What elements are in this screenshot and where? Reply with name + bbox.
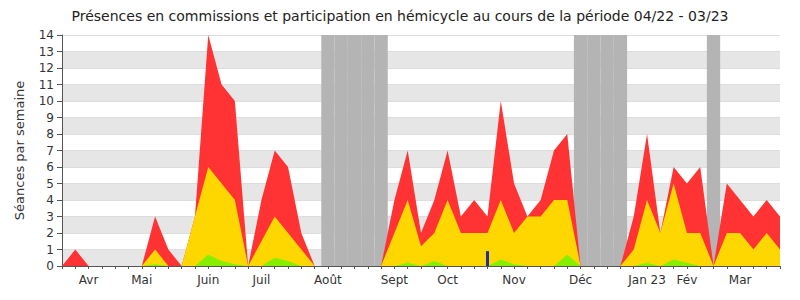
svg-text:Fév: Fév (677, 273, 698, 287)
svg-text:8: 8 (46, 127, 54, 141)
svg-text:0: 0 (46, 259, 54, 273)
svg-text:Juin: Juin (196, 273, 219, 287)
svg-text:11: 11 (39, 78, 54, 92)
svg-text:Sept: Sept (381, 273, 409, 287)
svg-text:13: 13 (39, 45, 54, 59)
svg-text:10: 10 (39, 94, 54, 108)
svg-text:7: 7 (46, 144, 54, 158)
svg-text:1: 1 (46, 243, 54, 257)
svg-text:5: 5 (46, 177, 54, 191)
svg-text:Déc: Déc (569, 273, 592, 287)
svg-text:Oct: Oct (437, 273, 458, 287)
svg-text:9: 9 (46, 111, 54, 125)
svg-text:Présences en commissions et pa: Présences en commissions et participatio… (72, 8, 729, 24)
svg-text:6: 6 (46, 160, 54, 174)
svg-text:Séances par semaine: Séances par semaine (12, 81, 27, 220)
svg-text:Juil: Juil (252, 273, 271, 287)
svg-text:Mai: Mai (131, 273, 152, 287)
svg-text:14: 14 (39, 28, 54, 42)
svg-text:Nov: Nov (502, 273, 525, 287)
svg-text:Jan 23: Jan 23 (627, 273, 666, 287)
svg-text:Août: Août (314, 273, 342, 287)
svg-text:2: 2 (46, 226, 54, 240)
svg-text:12: 12 (39, 61, 54, 75)
svg-text:3: 3 (46, 210, 54, 224)
svg-text:Mar: Mar (729, 273, 752, 287)
svg-text:Avr: Avr (79, 273, 99, 287)
svg-text:4: 4 (46, 193, 54, 207)
